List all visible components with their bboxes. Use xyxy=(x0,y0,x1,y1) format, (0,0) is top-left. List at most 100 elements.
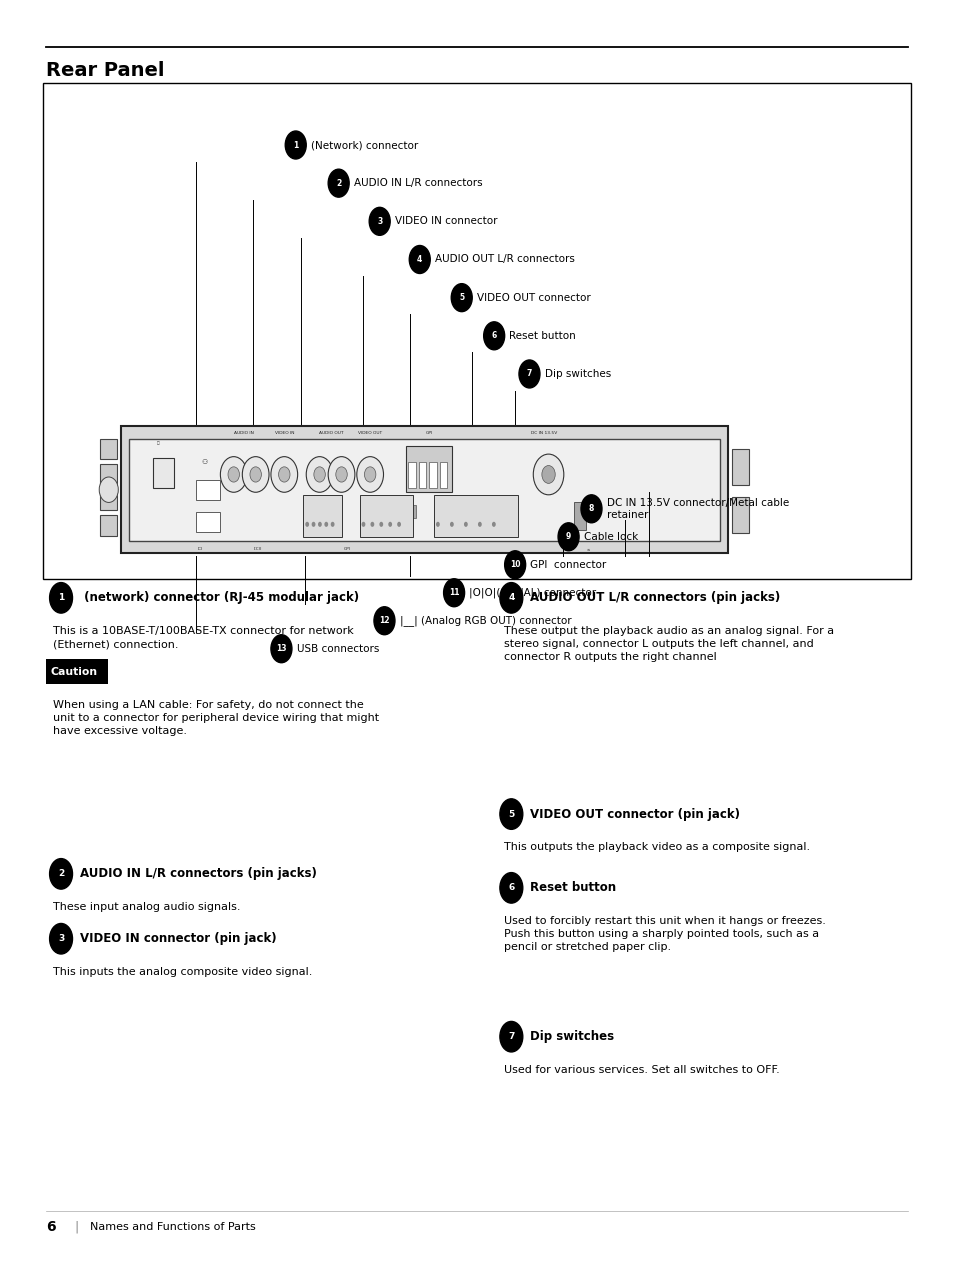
Text: Reset button: Reset button xyxy=(509,331,576,341)
Text: AUDIO IN L/R connectors: AUDIO IN L/R connectors xyxy=(354,178,482,188)
Text: Dip switches: Dip switches xyxy=(530,1030,614,1043)
Text: USB connectors: USB connectors xyxy=(296,644,378,654)
Circle shape xyxy=(242,457,269,492)
Circle shape xyxy=(451,284,472,312)
Bar xyxy=(429,462,436,487)
Text: |__| (Analog RGB OUT) connector: |__| (Analog RGB OUT) connector xyxy=(399,616,571,626)
Bar xyxy=(408,462,416,487)
Circle shape xyxy=(436,522,439,527)
Circle shape xyxy=(499,1021,522,1052)
Bar xyxy=(406,505,416,518)
Circle shape xyxy=(278,467,290,482)
Text: 4: 4 xyxy=(508,593,514,603)
Circle shape xyxy=(558,523,578,551)
Text: ⚇: ⚇ xyxy=(201,459,207,466)
Bar xyxy=(303,495,341,537)
Bar xyxy=(359,495,413,537)
Text: GPI: GPI xyxy=(343,547,351,551)
Bar xyxy=(418,462,426,487)
Circle shape xyxy=(328,169,349,197)
Circle shape xyxy=(271,457,297,492)
Circle shape xyxy=(220,457,247,492)
Text: VIDEO OUT connector (pin jack): VIDEO OUT connector (pin jack) xyxy=(530,808,740,820)
Circle shape xyxy=(541,466,555,483)
Circle shape xyxy=(364,467,375,482)
Circle shape xyxy=(317,522,321,527)
Text: ICl: ICl xyxy=(197,547,203,551)
Circle shape xyxy=(285,131,306,159)
Text: 11: 11 xyxy=(448,588,459,598)
Circle shape xyxy=(499,799,522,829)
Circle shape xyxy=(499,873,522,903)
Text: Cable lock: Cable lock xyxy=(583,532,638,542)
Text: 6: 6 xyxy=(508,883,514,893)
Circle shape xyxy=(50,583,72,613)
Text: |O|O|(SERIAL) connector: |O|O|(SERIAL) connector xyxy=(469,588,596,598)
Text: Dip switches: Dip switches xyxy=(544,369,610,379)
Text: (Network) connector: (Network) connector xyxy=(311,140,417,150)
Text: l(C)l: l(C)l xyxy=(253,547,261,551)
Circle shape xyxy=(492,522,496,527)
Circle shape xyxy=(312,522,315,527)
Text: 7: 7 xyxy=(508,1032,514,1042)
Text: 5: 5 xyxy=(458,293,464,303)
Bar xyxy=(43,83,910,579)
Text: 3: 3 xyxy=(376,216,382,226)
Circle shape xyxy=(409,245,430,273)
Circle shape xyxy=(370,522,374,527)
Circle shape xyxy=(250,467,261,482)
Text: 8: 8 xyxy=(588,504,594,514)
Circle shape xyxy=(328,457,355,492)
Circle shape xyxy=(50,859,72,889)
Circle shape xyxy=(356,457,383,492)
Text: DC IN 13.5V: DC IN 13.5V xyxy=(530,431,557,435)
Text: AUDIO OUT L/R connectors (pin jacks): AUDIO OUT L/R connectors (pin jacks) xyxy=(530,591,780,604)
Text: This is a 10BASE-T/100BASE-TX connector for network
(Ethernet) connection.: This is a 10BASE-T/100BASE-TX connector … xyxy=(53,626,354,649)
Circle shape xyxy=(50,923,72,954)
Circle shape xyxy=(99,477,118,502)
Circle shape xyxy=(443,579,464,607)
Bar xyxy=(100,490,117,510)
Text: 2: 2 xyxy=(58,869,64,879)
Text: VIDEO IN: VIDEO IN xyxy=(274,431,294,435)
Circle shape xyxy=(388,522,392,527)
Text: AUDIO OUT L/R connectors: AUDIO OUT L/R connectors xyxy=(435,254,575,265)
Bar xyxy=(195,513,220,533)
Circle shape xyxy=(331,522,335,527)
Text: |: | xyxy=(74,1221,78,1234)
Bar xyxy=(152,458,173,487)
Text: 9: 9 xyxy=(565,532,571,542)
Text: GPI  connector: GPI connector xyxy=(530,560,606,570)
Text: Used for various services. Set all switches to OFF.: Used for various services. Set all switc… xyxy=(503,1065,779,1075)
Text: These input analog audio signals.: These input analog audio signals. xyxy=(53,902,241,912)
Text: Rear Panel: Rear Panel xyxy=(46,61,164,80)
Text: When using a LAN cable: For safety, do not connect the
unit to a connector for p: When using a LAN cable: For safety, do n… xyxy=(53,700,379,736)
Bar xyxy=(100,515,117,536)
Text: Used to forcibly restart this unit when it hangs or freezes.
Push this button us: Used to forcibly restart this unit when … xyxy=(503,916,824,953)
Text: This outputs the playback video as a composite signal.: This outputs the playback video as a com… xyxy=(503,842,809,852)
Text: 5: 5 xyxy=(508,809,514,819)
Bar xyxy=(121,426,727,553)
Circle shape xyxy=(477,522,481,527)
Text: 2: 2 xyxy=(335,178,341,188)
Circle shape xyxy=(504,551,525,579)
Text: 4: 4 xyxy=(416,254,422,265)
Bar xyxy=(434,495,517,537)
Text: 7: 7 xyxy=(526,369,532,379)
Circle shape xyxy=(306,457,333,492)
Circle shape xyxy=(533,454,563,495)
Circle shape xyxy=(324,522,328,527)
Bar xyxy=(731,449,748,485)
Text: 12: 12 xyxy=(378,616,390,626)
Text: 6: 6 xyxy=(46,1220,55,1235)
Text: VIDEO OUT connector: VIDEO OUT connector xyxy=(476,293,590,303)
Circle shape xyxy=(374,607,395,635)
Circle shape xyxy=(580,495,601,523)
Text: 一: 一 xyxy=(157,441,159,445)
Text: GPI: GPI xyxy=(425,431,433,435)
Text: Names and Functions of Parts: Names and Functions of Parts xyxy=(90,1222,255,1233)
Bar xyxy=(100,464,117,485)
Bar xyxy=(195,480,220,500)
Text: AUDIO OUT: AUDIO OUT xyxy=(318,431,343,435)
Bar xyxy=(46,659,108,684)
